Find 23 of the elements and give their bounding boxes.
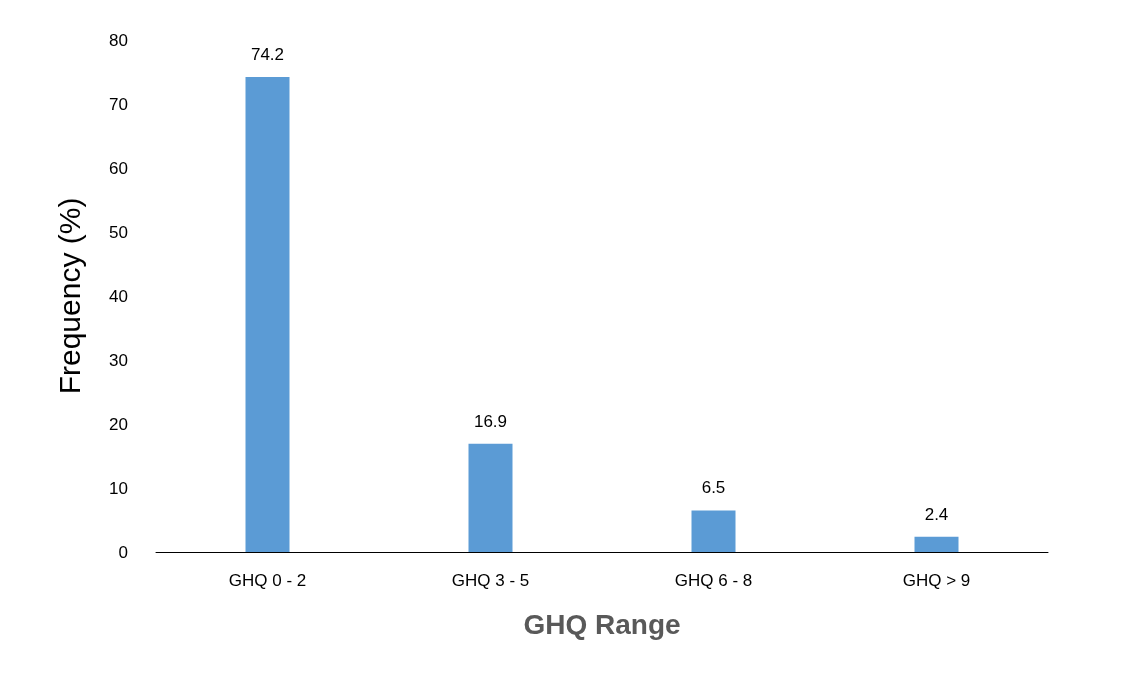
y-tick-label: 60	[109, 158, 128, 178]
bar	[245, 77, 290, 552]
y-tick-label: 10	[109, 478, 128, 498]
y-tick-label: 40	[109, 286, 128, 306]
x-axis-title: GHQ Range	[523, 608, 681, 640]
x-tick-label: GHQ 0 - 2	[228, 571, 307, 590]
bar	[468, 443, 513, 552]
x-tick-label: GHQ 6 - 8	[674, 571, 753, 590]
y-tick-label: 20	[109, 414, 128, 434]
data-label: 2.4	[924, 504, 949, 524]
y-axis-title: Frequency (%)	[52, 197, 86, 395]
x-tick-label: GHQ > 9	[902, 571, 971, 590]
x-tick-label: GHQ 3 - 5	[451, 571, 530, 590]
data-label: 74.2	[250, 45, 285, 65]
data-label: 6.5	[701, 478, 726, 498]
y-tick-label: 0	[118, 542, 128, 562]
y-tick-label: 50	[109, 222, 128, 242]
data-label: 16.9	[473, 411, 508, 431]
y-tick-label: 30	[109, 350, 128, 370]
y-tick-label: 80	[109, 30, 128, 50]
y-tick-label: 70	[109, 94, 128, 114]
bar	[914, 536, 959, 552]
bar	[691, 510, 736, 552]
